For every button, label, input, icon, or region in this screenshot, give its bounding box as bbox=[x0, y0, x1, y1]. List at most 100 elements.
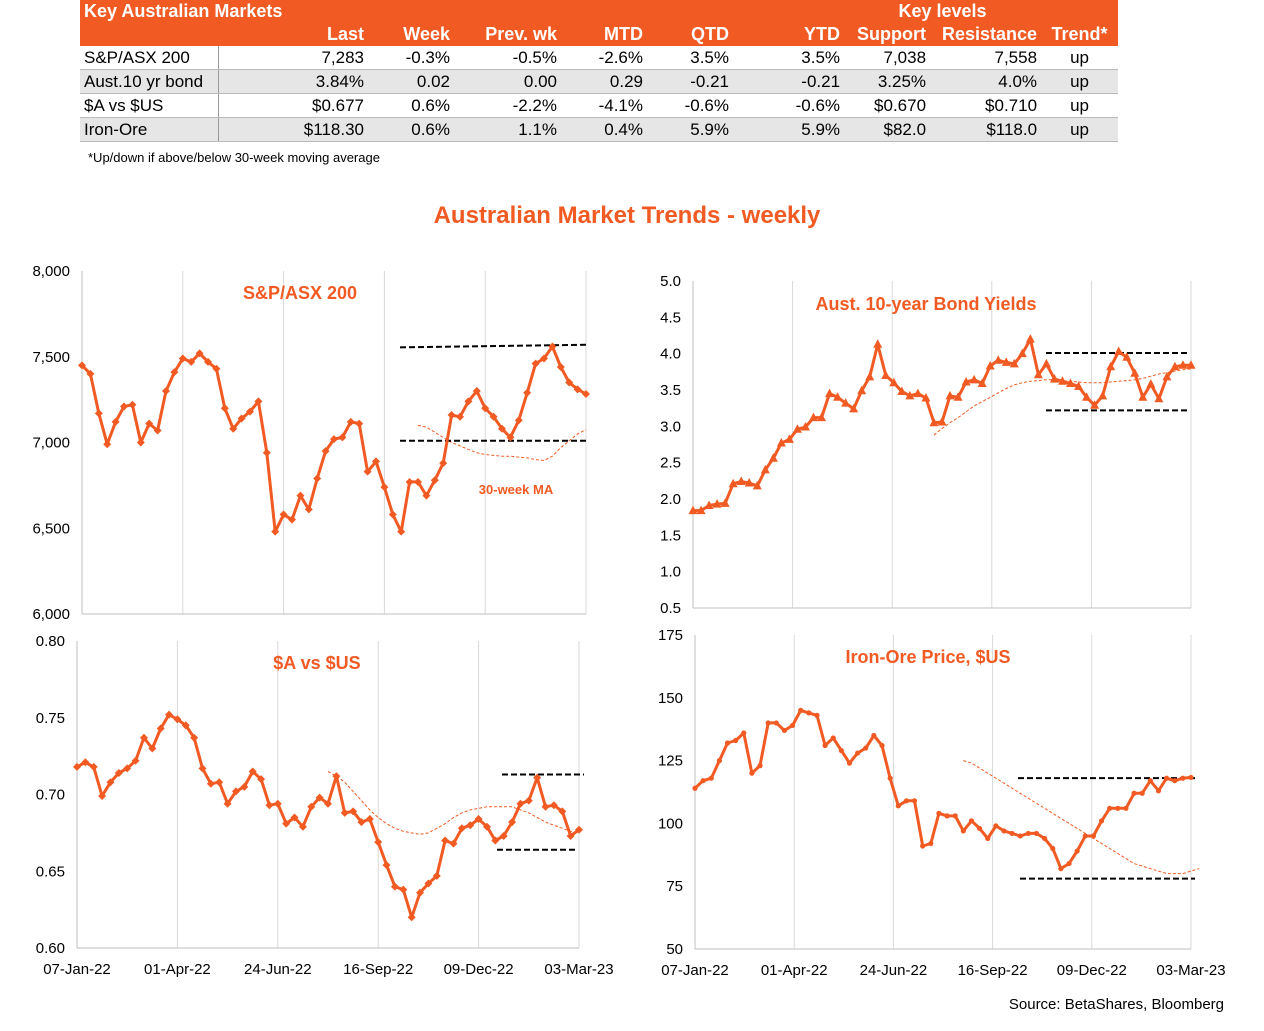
data-point bbox=[985, 361, 995, 370]
data-point bbox=[405, 477, 414, 486]
data-point bbox=[977, 378, 987, 387]
data-point bbox=[817, 412, 827, 422]
table-cell: -0.5% bbox=[454, 46, 561, 70]
y-tick-label: 0.80 bbox=[36, 633, 65, 650]
data-point bbox=[765, 720, 771, 726]
moving-average-line bbox=[933, 368, 1192, 436]
header-cell: Prev. wk bbox=[454, 23, 561, 46]
data-point bbox=[524, 796, 533, 805]
data-point bbox=[1164, 775, 1170, 781]
data-point bbox=[1106, 361, 1116, 371]
data-point bbox=[414, 477, 422, 486]
table-cell: $0.670 bbox=[844, 93, 931, 118]
data-point bbox=[1033, 369, 1043, 379]
data-point bbox=[321, 447, 330, 456]
data-point bbox=[223, 799, 232, 808]
x-tick-label: 07-Jan-22 bbox=[43, 961, 111, 978]
data-point bbox=[365, 815, 374, 824]
data-point bbox=[195, 349, 204, 358]
table-cell: 5.9% bbox=[647, 117, 733, 142]
data-point bbox=[313, 474, 322, 483]
data-point bbox=[290, 813, 299, 822]
data-point bbox=[881, 370, 891, 379]
data-point bbox=[1130, 368, 1140, 377]
header-cell: YTD bbox=[733, 23, 845, 46]
data-point bbox=[123, 764, 132, 773]
data-point bbox=[1131, 790, 1137, 796]
data-point bbox=[1042, 835, 1048, 842]
table-cell: -0.6% bbox=[733, 93, 845, 118]
data-point bbox=[822, 742, 828, 749]
data-point bbox=[153, 426, 162, 435]
data-point bbox=[920, 843, 926, 849]
data-point bbox=[781, 727, 788, 734]
x-tick-label: 16-Sep-22 bbox=[343, 961, 413, 978]
data-point bbox=[969, 374, 979, 384]
data-point bbox=[215, 778, 224, 787]
data-point bbox=[830, 735, 836, 741]
data-point bbox=[575, 825, 583, 834]
data-point bbox=[865, 371, 875, 381]
data-point bbox=[757, 763, 763, 769]
data-point bbox=[382, 861, 391, 870]
table-cell: 3.84% bbox=[218, 69, 368, 94]
table-row: Iron-Ore $118.30 0.6% 1.1% 0.4% 5.9% 5.9… bbox=[80, 117, 1119, 142]
y-tick-label: 3.0 bbox=[660, 418, 681, 435]
data-point bbox=[889, 377, 899, 387]
data-point bbox=[78, 361, 86, 370]
ma-annotation: 30-week MA bbox=[479, 482, 554, 497]
data-point bbox=[279, 510, 288, 519]
table-cell: 5.9% bbox=[733, 117, 845, 142]
data-point bbox=[474, 815, 483, 824]
y-tick-label: 3.5 bbox=[660, 382, 681, 399]
table-row: $A vs $US $0.677 0.6% -2.2% -4.1% -0.6% … bbox=[80, 93, 1119, 118]
data-point bbox=[1074, 381, 1084, 390]
data-point bbox=[776, 438, 786, 447]
data-point bbox=[439, 459, 448, 468]
table-cell: 3.5% bbox=[647, 46, 733, 70]
data-point bbox=[399, 885, 408, 894]
data-point bbox=[340, 808, 349, 817]
data-point bbox=[190, 733, 199, 742]
data-point bbox=[229, 424, 238, 433]
data-point bbox=[120, 402, 128, 411]
data-point bbox=[416, 888, 425, 897]
x-tick-label: 09-Dec-22 bbox=[444, 961, 514, 978]
header-cell: Last bbox=[218, 23, 368, 46]
data-point bbox=[447, 411, 456, 420]
data-point bbox=[1098, 390, 1108, 400]
y-tick-label: 0.70 bbox=[36, 787, 65, 804]
row-label: S&P/ASX 200 bbox=[80, 46, 219, 70]
data-point bbox=[937, 416, 947, 426]
page-title: Australian Market Trends - weekly bbox=[433, 202, 821, 229]
data-point bbox=[857, 385, 867, 395]
data-point bbox=[324, 799, 332, 808]
data-point bbox=[716, 758, 722, 764]
data-point bbox=[457, 824, 466, 833]
data-point bbox=[1139, 790, 1145, 796]
data-point bbox=[231, 787, 240, 796]
data-point bbox=[254, 397, 263, 406]
y-tick-label: 6,000 bbox=[32, 606, 70, 623]
table-cell: -0.21 bbox=[647, 69, 733, 94]
data-point bbox=[849, 403, 859, 413]
data-point bbox=[246, 407, 254, 416]
data-point bbox=[808, 412, 818, 422]
data-point bbox=[1090, 833, 1097, 839]
data-point bbox=[993, 823, 999, 829]
data-point bbox=[173, 715, 182, 724]
data-point bbox=[170, 368, 179, 377]
data-point bbox=[349, 807, 358, 816]
data-point bbox=[1017, 833, 1023, 839]
data-point bbox=[106, 778, 115, 787]
key-levels-label: Key levels bbox=[844, 0, 1042, 23]
y-tick-label: 4.5 bbox=[660, 309, 681, 326]
data-point bbox=[1082, 833, 1088, 839]
data-point bbox=[380, 483, 389, 492]
data-point bbox=[708, 775, 714, 781]
table-cell: 7,038 bbox=[844, 46, 931, 70]
y-tick-label: 175 bbox=[658, 627, 683, 644]
data-point bbox=[1162, 371, 1172, 381]
x-tick-label: 01-Apr-22 bbox=[144, 961, 211, 978]
data-point bbox=[1066, 860, 1072, 867]
